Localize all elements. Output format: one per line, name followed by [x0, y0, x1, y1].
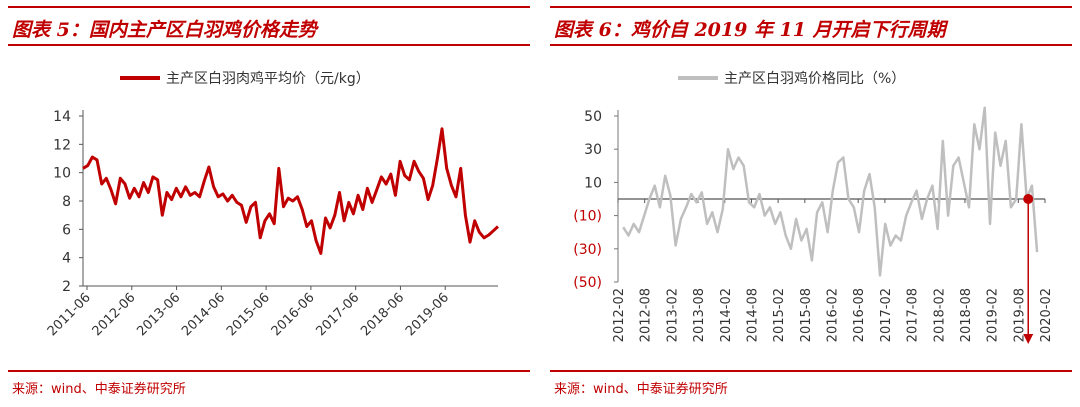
- x-tick-label: 2018-02: [932, 288, 947, 342]
- source-bar: 来源：wind、中泰证券研究所: [550, 370, 1072, 398]
- chart-title: 图表 5：国内主产区白羽鸡价格走势: [12, 19, 317, 41]
- y-tick-label: 10: [53, 166, 71, 182]
- y-tick-label: 4: [62, 251, 71, 267]
- downtrend-arrow-head: [1023, 334, 1034, 344]
- x-tick-label: 2013-02: [665, 288, 680, 342]
- series-line: [82, 127, 500, 255]
- x-tick-label: 2018-06: [358, 290, 407, 339]
- source-note: 来源：wind、中泰证券研究所: [12, 382, 186, 397]
- series-line: [622, 106, 1039, 277]
- x-tick-label: 2013-08: [692, 288, 707, 342]
- y-tick-label: 8: [62, 194, 71, 210]
- y-tick-label: 2: [62, 279, 71, 295]
- x-tick-label: 2014-08: [745, 288, 760, 342]
- y-tick-label: 50: [584, 109, 602, 125]
- x-tick-label: 2011-06: [45, 290, 94, 339]
- x-tick-label: 2012-08: [639, 288, 654, 342]
- y-tick-label: 30: [584, 142, 602, 158]
- y-tick-label: 14: [53, 109, 71, 125]
- x-tick-label: 2014-02: [719, 288, 734, 342]
- y-tick-label: (30): [573, 242, 602, 258]
- x-tick-label: 2020-02: [1039, 288, 1054, 342]
- x-tick-label: 2016-06: [269, 290, 318, 339]
- x-tick-label: 2012-06: [90, 290, 139, 339]
- x-tick-label: 2019-02: [986, 288, 1001, 342]
- yoy-change-chart: 主产区白羽鸡价格同比（%） 50 30 10 (10) (30) (50) 2012-02 20…: [573, 70, 1054, 344]
- source-bar: 来源：wind、中泰证券研究所: [8, 370, 530, 398]
- legend-label: 主产区白羽肉鸡平均价（元/kg）: [166, 70, 370, 87]
- x-tick-label: 2019-06: [403, 290, 452, 339]
- x-tick-label: 2015-08: [799, 288, 814, 342]
- price-trend-chart: 主产区白羽肉鸡平均价（元/kg） 2 4 6 8 10 12 14 2011-062012-06…: [45, 70, 500, 339]
- x-tick-label: 2015-02: [772, 288, 787, 342]
- legend-label: 主产区白羽鸡价格同比（%）: [724, 70, 905, 87]
- title-bar: 图表 5：国内主产区白羽鸡价格走势: [8, 6, 530, 46]
- source-note: 来源：wind、中泰证券研究所: [554, 382, 728, 397]
- x-tick-label: 2018-08: [959, 288, 974, 342]
- chart-title: 图表 6：鸡价自 2019 年 11 月开启下行周期: [554, 19, 946, 41]
- y-tick-label: 6: [62, 222, 71, 238]
- x-tick-label: 2017-06: [313, 290, 362, 339]
- x-tick-label: 2016-02: [826, 288, 841, 342]
- x-tick-label: 2019-08: [1012, 288, 1027, 342]
- y-tick-label: 10: [584, 175, 602, 191]
- chart-panel-right: 图表 6：鸡价自 2019 年 11 月开启下行周期 主产区白羽鸡价格同比（%）…: [550, 0, 1072, 407]
- y-tick-label: (50): [573, 275, 602, 291]
- x-tick-label: 2015-06: [224, 290, 273, 339]
- x-tick-label: 2017-08: [906, 288, 921, 342]
- y-tick-label: (10): [573, 209, 602, 225]
- x-tick-label: 2017-02: [879, 288, 894, 342]
- x-tick-label: 2014-06: [179, 290, 228, 339]
- x-tick-label: 2013-06: [134, 290, 183, 339]
- x-tick-label: 2012-02: [612, 288, 627, 342]
- chart-panel-left: 图表 5：国内主产区白羽鸡价格走势 主产区白羽肉鸡平均价（元/kg） 2 4 6 8 10…: [8, 0, 530, 407]
- y-tick-label: 12: [53, 137, 71, 153]
- x-tick-label: 2016-08: [852, 288, 867, 342]
- title-bar: 图表 6：鸡价自 2019 年 11 月开启下行周期: [550, 6, 1072, 46]
